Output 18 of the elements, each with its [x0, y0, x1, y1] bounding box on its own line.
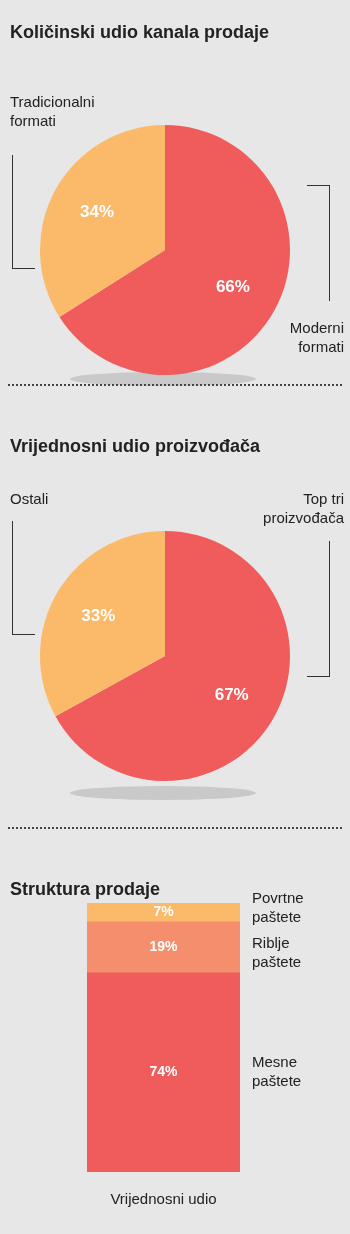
- x-axis-title: Vrijednosni udio: [110, 1190, 217, 1208]
- slice-label: Moderni formati: [288, 318, 344, 356]
- data-label: 33%: [81, 606, 116, 626]
- slice-label: Tradicionalni formati: [10, 92, 96, 130]
- series-label: Povrtne paštete: [252, 889, 304, 926]
- series-label: Riblje paštete: [252, 934, 302, 971]
- chart-title: Količinski udio kanala prodaje: [10, 22, 270, 43]
- data-label: 7%: [153, 903, 175, 920]
- data-label: 74%: [149, 1063, 179, 1080]
- chart-title: Vrijednosni udio proizvođača: [10, 436, 261, 457]
- data-label: 19%: [149, 938, 179, 955]
- chart-title: Struktura prodaje: [10, 879, 161, 900]
- slice-label: Ostali: [10, 489, 49, 508]
- slice-label: Top tri proizvođača: [262, 489, 344, 527]
- data-label: 34%: [80, 202, 115, 222]
- data-label: 66%: [215, 277, 250, 297]
- data-label: 67%: [214, 685, 249, 705]
- series-label: Mesne paštete: [252, 1053, 302, 1090]
